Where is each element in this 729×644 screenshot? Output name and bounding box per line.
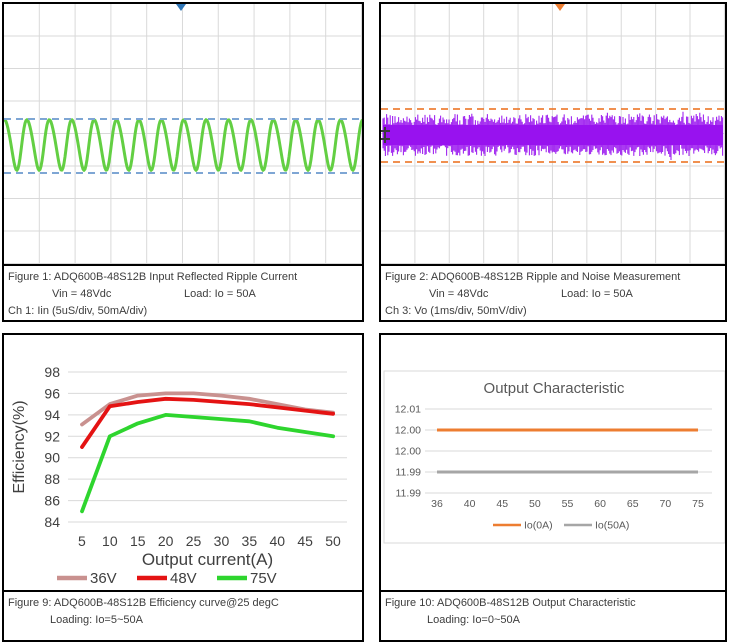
figure2-panel: Figure 2: ADQ600B-48S12B Ripple and Nois… xyxy=(379,2,727,322)
loading-condition: Loading: Io=5~50A xyxy=(50,614,143,626)
caption-title: Figure 10: ADQ600B-48S12B Output Charact… xyxy=(385,597,636,609)
cursor-line-upper xyxy=(4,118,362,120)
x-tick-label: 36 xyxy=(431,498,443,510)
load-condition: Load: Io = 50A xyxy=(561,288,633,300)
y-tick-label: 12.01 xyxy=(395,404,421,416)
cursor-line-lower xyxy=(381,161,725,163)
x-tick-label: 55 xyxy=(562,498,574,510)
x-tick-label: 40 xyxy=(269,533,285,549)
y-axis-title: Efficiency(%) xyxy=(11,400,28,493)
figure10-caption: Figure 10: ADQ600B-48S12B Output Charact… xyxy=(381,590,725,629)
legend-label-48V: 48V xyxy=(170,570,197,587)
ripple-noise-waveform xyxy=(382,111,724,160)
efficiency-chart: 84 86 88 90 92 94 96 98 5 10 15 20 25 30 35 40 45 50 Outpu… xyxy=(11,364,347,587)
y-tick-label: 98 xyxy=(44,364,60,380)
x-axis-title: Output current(A) xyxy=(142,550,273,569)
channel-marker-icon xyxy=(381,127,390,143)
x-tick-label: 45 xyxy=(496,498,508,510)
x-tick-label: 15 xyxy=(130,533,146,549)
figure10-panel: Output Characteristic 12.01 12.00 12.00 11.9… xyxy=(379,333,727,642)
y-tick-label: 11.99 xyxy=(396,467,422,479)
caption-title: Figure 2: ADQ600B-48S12B Ripple and Nois… xyxy=(385,271,681,283)
vin-condition: Vin = 48Vdc xyxy=(52,288,112,300)
y-tick-label: 90 xyxy=(44,450,60,466)
x-tick-label: 70 xyxy=(660,498,672,510)
oscilloscope-grid-ch3 xyxy=(381,4,725,264)
chart-title: Output Characteristic xyxy=(484,380,625,397)
y-tick-label: 94 xyxy=(44,407,60,423)
cursor-line-lower xyxy=(4,172,362,174)
y-tick-label: 11.99 xyxy=(396,488,422,500)
series-75V xyxy=(80,413,336,514)
trigger-marker-icon xyxy=(176,4,186,11)
trigger-marker-icon xyxy=(555,4,565,11)
channel-info: Ch 3: Vo (1ms/div, 50mV/div) xyxy=(385,305,527,317)
y-tick-label: 96 xyxy=(44,385,60,401)
oscilloscope-grid-ch1 xyxy=(4,4,362,264)
x-tick-label: 25 xyxy=(186,533,202,549)
y-tick-label: 12.00 xyxy=(395,446,421,458)
caption-title: Figure 1: ADQ600B-48S12B Input Reflected… xyxy=(8,271,298,283)
cursor-line-upper xyxy=(381,108,725,110)
y-tick-label: 12.00 xyxy=(395,425,421,437)
x-tick-label: 40 xyxy=(464,498,476,510)
y-tick-label: 88 xyxy=(44,471,60,487)
x-tick-label: 50 xyxy=(325,533,341,549)
x-tick-label: 30 xyxy=(214,533,230,549)
series-36V xyxy=(80,391,336,427)
y-tick-label: 92 xyxy=(44,428,60,444)
waveform-trace xyxy=(4,118,362,172)
figure2-caption: Figure 2: ADQ600B-48S12B Ripple and Nois… xyxy=(381,264,725,320)
ripple-current-waveform xyxy=(4,118,362,172)
efficiency-chart-region: 84 86 88 90 92 94 96 98 5 10 15 20 25 30 35 40 45 50 Outpu… xyxy=(4,335,362,590)
legend-label-75V: 75V xyxy=(250,570,277,587)
figure1-panel: Figure 1: ADQ600B-48S12B Input Reflected… xyxy=(2,2,364,322)
x-tick-label: 20 xyxy=(158,533,174,549)
load-condition: Load: Io = 50A xyxy=(184,288,256,300)
chart-border xyxy=(383,370,725,544)
legend-label-Io(0A): Io(0A) xyxy=(524,520,553,532)
figure9-caption: Figure 9: ADQ600B-48S12B Efficiency curv… xyxy=(4,590,362,629)
series-48V xyxy=(80,396,336,449)
x-tick-label: 10 xyxy=(102,533,118,549)
y-tick-label: 84 xyxy=(44,514,60,530)
x-tick-label: 5 xyxy=(78,533,86,549)
x-tick-label: 65 xyxy=(627,498,639,510)
loading-condition: Loading: Io=0~50A xyxy=(427,614,520,626)
noise-trace xyxy=(382,111,724,160)
vin-condition: Vin = 48Vdc xyxy=(429,288,489,300)
output-characteristic-chart-region: Output Characteristic 12.01 12.00 12.00 11.9… xyxy=(381,335,725,590)
x-tick-label: 50 xyxy=(529,498,541,510)
output-characteristic-chart: Output Characteristic 12.01 12.00 12.00 11.9… xyxy=(383,370,725,544)
legend-label-36V: 36V xyxy=(90,570,117,587)
channel-info: Ch 1: Iin (5uS/div, 50mA/div) xyxy=(8,305,148,317)
x-tick-label: 35 xyxy=(242,533,258,549)
figure1-caption: Figure 1: ADQ600B-48S12B Input Reflected… xyxy=(4,264,362,320)
x-tick-label: 60 xyxy=(594,498,606,510)
legend-label-Io(50A): Io(50A) xyxy=(595,520,629,532)
caption-title: Figure 9: ADQ600B-48S12B Efficiency curv… xyxy=(8,597,279,609)
y-tick-label: 86 xyxy=(44,493,60,509)
x-tick-label: 45 xyxy=(297,533,313,549)
x-tick-label: 75 xyxy=(692,498,704,510)
figure9-panel: 84 86 88 90 92 94 96 98 5 10 15 20 25 30 35 40 45 50 Outpu… xyxy=(2,333,364,642)
